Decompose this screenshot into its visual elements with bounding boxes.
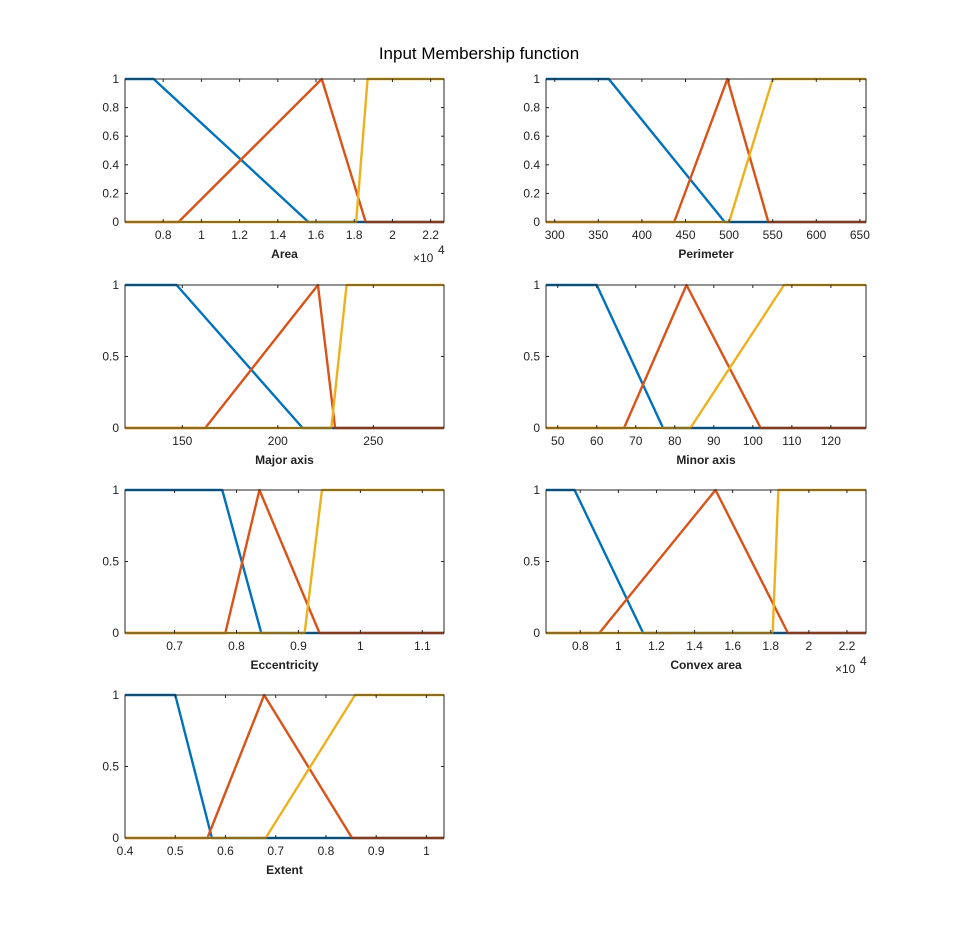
- x-exponent-label: ×10: [413, 251, 434, 265]
- x-tick-label: 1.1: [414, 639, 431, 653]
- x-tick-label: 350: [588, 228, 608, 242]
- x-tick-label: 1: [357, 639, 364, 653]
- y-tick-label: 0.5: [523, 350, 540, 364]
- x-tick-label: 150: [172, 434, 192, 448]
- y-tick-label: 0.8: [523, 101, 540, 115]
- x-exponent-label: ×10: [835, 662, 856, 676]
- x-tick-label: 90: [707, 434, 721, 448]
- x-tick-label: 0.5: [167, 844, 184, 858]
- x-tick-label: 1.2: [231, 228, 248, 242]
- x-tick-label: 70: [629, 434, 643, 448]
- x-tick-label: 0.7: [166, 639, 183, 653]
- x-tick-label: 0.7: [267, 844, 284, 858]
- figure-title: Input Membership function: [379, 44, 579, 63]
- y-tick-label: 0: [112, 626, 119, 640]
- x-tick-label: 1.8: [762, 639, 779, 653]
- x-tick-label: 0.9: [368, 844, 385, 858]
- y-tick-label: 0: [112, 215, 119, 229]
- x-tick-label: 500: [719, 228, 739, 242]
- y-tick-label: 0.8: [102, 101, 119, 115]
- subplot-4: 50 60 70 80 90 100 110 120 0 0.5 1 Minor axis: [523, 278, 867, 467]
- x-tick-label: 2: [389, 228, 396, 242]
- y-tick-label: 1: [112, 72, 119, 86]
- y-tick-label: 0.6: [102, 129, 119, 143]
- x-tick-label: 0.9: [290, 639, 307, 653]
- x-tick-label: 300: [545, 228, 565, 242]
- y-tick-label: 0.2: [523, 186, 540, 200]
- subplot-3: 150 200 250 0 0.5 1 Major axis: [102, 278, 445, 467]
- y-tick-label: 1: [112, 278, 119, 292]
- x-axis-label: Perimeter: [678, 247, 734, 261]
- x-exponent-power: 4: [438, 243, 445, 257]
- y-tick-label: 1: [533, 278, 540, 292]
- y-tick-label: 0.5: [102, 760, 119, 774]
- y-tick-label: 0: [533, 626, 540, 640]
- x-tick-label: 1.6: [724, 639, 741, 653]
- x-tick-label: 550: [763, 228, 783, 242]
- x-tick-label: 250: [363, 434, 383, 448]
- x-tick-label: 1: [615, 639, 622, 653]
- subplot-1: 0.8 1 1.2 1.4 1.6 1.8 2 2.2 0 0.2 0.4 0.6 0.8 1 Area ×1…: [102, 72, 445, 265]
- subplot-6: 0.8 1 1.2 1.4 1.6 1.8 2 2.2 0 0.5 1 Convex area ×10 4: [523, 483, 867, 676]
- y-tick-label: 0.5: [102, 555, 119, 569]
- x-tick-label: 1.4: [269, 228, 286, 242]
- x-tick-label: 1: [423, 844, 430, 858]
- x-axis-label: Major axis: [255, 453, 314, 467]
- axes-box: [124, 78, 445, 223]
- x-tick-label: 1.8: [346, 228, 363, 242]
- x-tick-label: 100: [743, 434, 763, 448]
- x-exponent-power: 4: [860, 654, 867, 668]
- subplots-group: 0.8 1 1.2 1.4 1.6 1.8 2 2.2 0 0.2 0.4 0.6 0.8 1 Area ×1…: [102, 72, 870, 877]
- x-tick-label: 0.8: [155, 228, 172, 242]
- x-tick-label: 0.8: [228, 639, 245, 653]
- y-tick-label: 1: [533, 72, 540, 86]
- x-tick-label: 1.4: [686, 639, 703, 653]
- axes-box: [545, 78, 867, 223]
- x-tick-label: 200: [268, 434, 288, 448]
- x-axis-label: Convex area: [670, 658, 742, 672]
- x-axis-label: Minor axis: [676, 453, 736, 467]
- x-tick-label: 0.8: [318, 844, 335, 858]
- subplot-2: 300 350 400 450 500 550 600 650 0 0.2 0.4 0.6 0.8 1 Pe…: [523, 72, 870, 261]
- y-tick-label: 0.4: [102, 158, 119, 172]
- x-axis-label: Area: [271, 247, 298, 261]
- x-tick-label: 2: [806, 639, 813, 653]
- x-tick-label: 1.2: [648, 639, 665, 653]
- y-tick-label: 1: [112, 483, 119, 497]
- x-tick-label: 2.2: [422, 228, 439, 242]
- x-tick-label: 600: [806, 228, 826, 242]
- x-tick-label: 450: [675, 228, 695, 242]
- y-tick-label: 0: [533, 421, 540, 435]
- y-tick-label: 1: [112, 688, 119, 702]
- x-tick-label: 1: [198, 228, 205, 242]
- x-tick-label: 0.6: [217, 844, 234, 858]
- x-tick-label: 50: [551, 434, 565, 448]
- x-tick-label: 0.4: [117, 844, 134, 858]
- x-tick-label: 110: [782, 434, 801, 448]
- y-tick-label: 0.5: [523, 555, 540, 569]
- x-axis-label: Extent: [266, 863, 303, 877]
- x-tick-label: 2.2: [839, 639, 856, 653]
- y-tick-label: 0: [533, 215, 540, 229]
- x-tick-label: 0.8: [572, 639, 589, 653]
- y-tick-label: 0.2: [102, 186, 119, 200]
- x-tick-label: 650: [850, 228, 870, 242]
- y-tick-label: 0: [112, 831, 119, 845]
- subplot-7: 0.4 0.5 0.6 0.7 0.8 0.9 1 0 0.5 1 Extent: [102, 688, 445, 877]
- y-tick-label: 0.5: [102, 350, 119, 364]
- x-tick-label: 120: [821, 434, 841, 448]
- x-tick-label: 1.6: [308, 228, 325, 242]
- subplot-5: 0.7 0.8 0.9 1 1.1 0 0.5 1 Eccentricity: [102, 483, 445, 672]
- y-tick-label: 0.4: [523, 158, 540, 172]
- x-tick-label: 400: [632, 228, 652, 242]
- x-tick-label: 60: [590, 434, 604, 448]
- x-tick-label: 80: [668, 434, 682, 448]
- y-tick-label: 0.6: [523, 129, 540, 143]
- x-axis-label: Eccentricity: [250, 658, 318, 672]
- y-tick-label: 0: [112, 421, 119, 435]
- y-tick-label: 1: [533, 483, 540, 497]
